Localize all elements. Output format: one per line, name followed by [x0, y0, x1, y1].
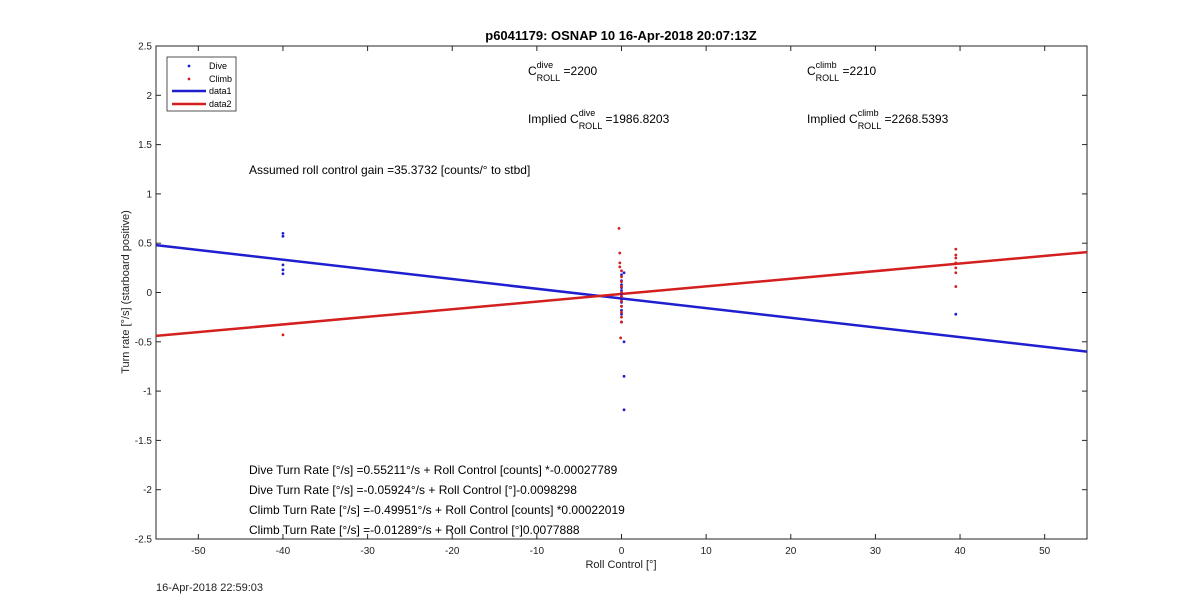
dive-point — [620, 283, 623, 287]
climb-point — [620, 285, 623, 288]
y-tick-label: -1.5 — [135, 436, 153, 447]
y-tick-label: 0 — [146, 288, 152, 299]
x-axis-label: Roll Control [°] — [585, 559, 656, 571]
y-tick-label: 1 — [146, 189, 152, 200]
x-tick-label: -30 — [360, 546, 375, 557]
equation-climb-counts: Climb Turn Rate [°/s] =-0.49951°/s + Rol… — [249, 503, 625, 517]
legend-label-dive: Dive — [209, 61, 227, 71]
dive-point — [281, 231, 285, 235]
c-roll-dive-annotation: Cdive ROLL =2200 — [528, 60, 598, 83]
climb-point — [620, 315, 623, 319]
legend-label-climb: Climb — [209, 74, 232, 84]
x-tick-label: 30 — [870, 546, 882, 557]
dive-point — [281, 234, 285, 238]
dive-point — [622, 374, 626, 378]
y-tick-label: -0.5 — [135, 337, 153, 348]
y-axis-label: Turn rate [°/s] (starboard positive) — [120, 210, 132, 374]
climb-point — [954, 271, 958, 275]
y-tick-label: -2 — [143, 485, 152, 496]
y-axis-ticks: -2.5 -2 -1.5 -1 -0.5 0 0.5 1 1.5 2 2.5 — [135, 42, 1087, 546]
x-tick-label: 40 — [954, 546, 966, 557]
dive-point — [281, 263, 285, 267]
x-tick-label: 20 — [785, 546, 797, 557]
dive-point — [622, 408, 626, 412]
climb-point — [619, 336, 623, 340]
equation-climb-degrees: Climb Turn Rate [°/s] =-0.01289°/s + Rol… — [249, 523, 580, 537]
climb-point — [618, 265, 622, 269]
dive-point — [622, 271, 626, 275]
climb-point — [620, 310, 623, 314]
legend-marker-dive — [187, 64, 191, 68]
climb-point — [954, 247, 958, 251]
climb-point — [954, 285, 958, 288]
chart-title: p6041179: OSNAP 10 16-Apr-2018 20:07:13Z — [485, 28, 757, 43]
dive-point — [620, 312, 623, 316]
legend-marker-climb — [187, 77, 191, 81]
dive-point — [622, 340, 626, 344]
dive-point — [620, 289, 623, 292]
chart-legend: Dive Climb data1 data2 — [166, 56, 237, 112]
y-tick-label: 2 — [146, 91, 152, 102]
climb-point — [620, 291, 623, 294]
dive-point — [620, 308, 623, 312]
implied-c-roll-climb-annotation: Implied Cclimb ROLL =2268.5393 — [807, 108, 949, 131]
climb-point — [618, 251, 622, 255]
climb-point — [620, 299, 623, 303]
print-timestamp: 16-Apr-2018 22:59:03 — [156, 582, 264, 594]
y-tick-label: 0.5 — [138, 239, 152, 250]
climb-point — [620, 275, 623, 279]
y-tick-label: 1.5 — [138, 140, 152, 151]
climb-point — [618, 261, 622, 265]
y-tick-label: -1 — [143, 387, 152, 398]
y-tick-label: 2.5 — [138, 42, 152, 53]
climb-point — [954, 253, 958, 257]
c-roll-climb-annotation: Cclimb ROLL =2210 — [807, 60, 877, 83]
x-tick-label: -40 — [276, 546, 291, 557]
dive-point — [954, 312, 958, 316]
data-points — [281, 227, 958, 412]
x-tick-label: 0 — [619, 546, 625, 557]
y-tick-label: -2.5 — [135, 535, 153, 546]
climb-point — [620, 269, 623, 273]
climb-point — [954, 261, 958, 265]
climb-point — [620, 295, 623, 298]
x-tick-label: -10 — [530, 546, 545, 557]
climb-point — [620, 320, 623, 324]
climb-point — [954, 256, 958, 260]
x-tick-label: 50 — [1039, 546, 1051, 557]
roll-gain-annotation: Assumed roll control gain =35.3732 [coun… — [249, 163, 530, 177]
legend-label-data2: data2 — [209, 99, 232, 109]
x-tick-label: 10 — [701, 546, 713, 557]
x-tick-label: -20 — [445, 546, 460, 557]
climb-point — [281, 333, 285, 337]
dive-point — [281, 268, 285, 272]
dive-point — [620, 273, 623, 277]
dive-point — [281, 272, 285, 276]
climb-point — [617, 227, 621, 230]
legend-box — [166, 56, 237, 112]
x-axis-ticks: -50 -40 -30 -20 -10 0 10 20 30 40 50 — [191, 46, 1051, 557]
implied-c-roll-dive-annotation: Implied Cdive ROLL =1986.8203 — [528, 108, 670, 131]
dive-point — [620, 298, 623, 301]
legend-label-data1: data1 — [209, 86, 232, 96]
climb-point — [954, 266, 958, 270]
climb-point — [620, 304, 623, 308]
equation-dive-counts: Dive Turn Rate [°/s] =0.55211°/s + Roll … — [249, 463, 618, 477]
equation-dive-degrees: Dive Turn Rate [°/s] =-0.05924°/s + Roll… — [249, 483, 577, 497]
x-tick-label: -50 — [191, 546, 206, 557]
climb-point — [620, 280, 623, 284]
